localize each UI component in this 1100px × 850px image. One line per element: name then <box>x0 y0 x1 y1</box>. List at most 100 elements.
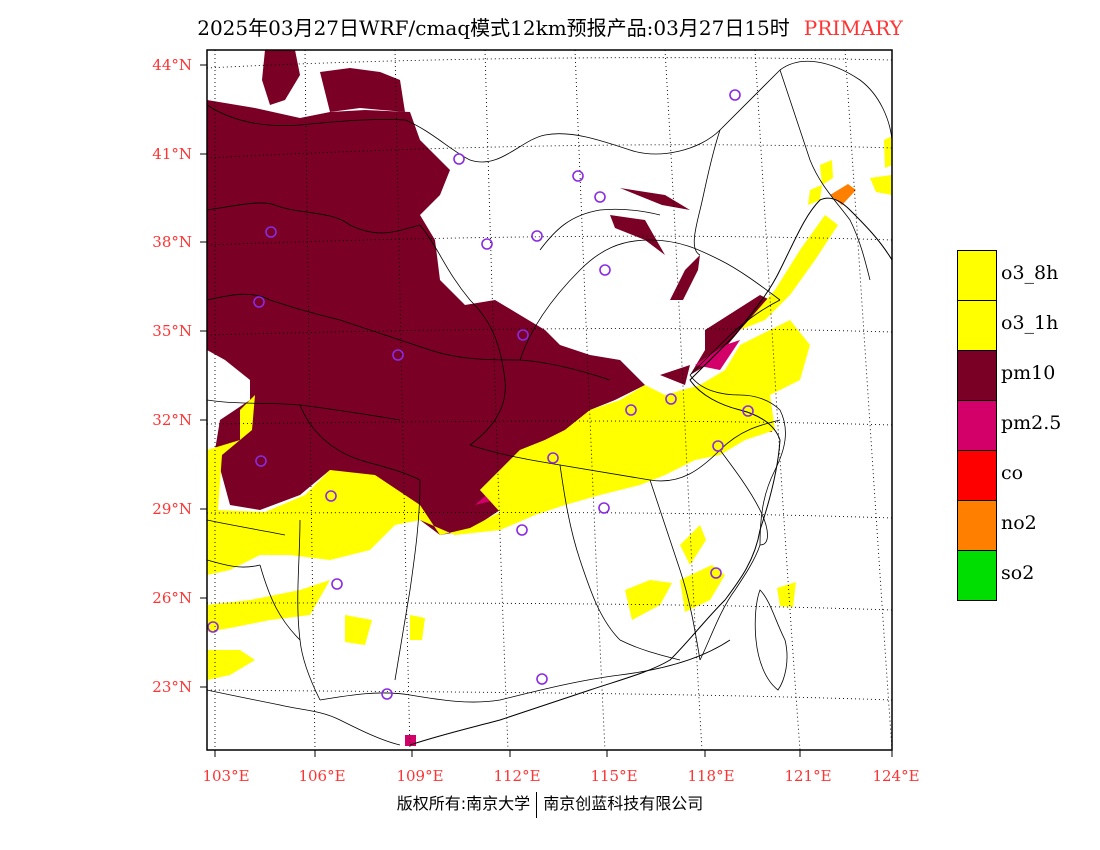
pm25-region <box>405 735 416 746</box>
legend-label: co <box>1001 462 1024 484</box>
map-content <box>207 50 892 750</box>
station-marker <box>598 502 610 514</box>
graticule <box>207 50 892 750</box>
station-marker <box>453 153 465 165</box>
lat-label: 32°N <box>152 411 192 429</box>
pollutant-legend: o3_8h o3_1h pm10 pm2.5 co no2 so2 <box>957 250 1097 601</box>
station-marker <box>742 405 754 417</box>
latitude-labels: 44°N 41°N 38°N 35°N 32°N 29°N 26°N 23°N <box>152 56 192 696</box>
legend-item: co <box>957 450 1097 501</box>
station-marker <box>517 329 529 341</box>
copyright-footer: 版权所有:南京大学 南京创蓝科技有限公司 <box>0 790 1100 818</box>
province-boundaries <box>207 60 892 746</box>
o3-region <box>870 175 892 195</box>
o3-region <box>740 215 838 330</box>
copyright-left: 版权所有:南京大学 <box>396 794 531 813</box>
pm25-region <box>695 340 740 370</box>
legend-swatch <box>957 250 997 301</box>
station-marker <box>255 455 267 467</box>
legend-label: o3_8h <box>1001 262 1059 284</box>
legend-item: so2 <box>957 550 1097 601</box>
station-marker <box>531 230 543 242</box>
station-marker <box>392 349 404 361</box>
legend-item: pm10 <box>957 350 1097 401</box>
o3-region <box>207 320 810 575</box>
footer-separator <box>536 791 538 818</box>
station-marker <box>381 688 393 700</box>
lon-label: 109°E <box>396 767 443 785</box>
o3-region <box>777 582 796 607</box>
tick-marks <box>200 64 893 757</box>
legend-label: so2 <box>1001 562 1035 584</box>
station-marker <box>207 621 219 633</box>
coastline <box>409 197 892 746</box>
lat-label: 41°N <box>152 145 192 163</box>
station-marker <box>572 170 584 182</box>
o3-region <box>207 580 330 632</box>
o3-region <box>345 615 372 645</box>
lon-label: 115°E <box>590 767 637 785</box>
o3-region <box>680 525 706 565</box>
lat-label: 44°N <box>152 56 192 74</box>
map-title: 2025年03月27日WRF/cmaq模式12km预报产品:03月27日15时 P… <box>0 12 1100 41</box>
lon-label: 103°E <box>202 767 249 785</box>
lon-label: 118°E <box>687 767 734 785</box>
legend-swatch <box>957 400 997 451</box>
title-primary: PRIMARY <box>803 16 903 40</box>
map-frame <box>206 49 893 751</box>
o3-region <box>625 580 672 620</box>
pm10-region <box>610 215 665 255</box>
lat-label: 23°N <box>152 678 192 696</box>
lon-label: 112°E <box>493 767 540 785</box>
lon-label: 121°E <box>784 767 831 785</box>
monitoring-stations <box>207 89 754 700</box>
lon-label: 106°E <box>298 767 345 785</box>
station-marker <box>625 404 637 416</box>
lat-label: 35°N <box>152 322 192 340</box>
legend-swatch <box>957 550 997 601</box>
station-marker <box>729 89 741 101</box>
no2-region <box>830 184 856 205</box>
pm10-region <box>620 188 690 210</box>
station-marker <box>325 490 337 502</box>
station-marker <box>599 264 611 276</box>
o3-region <box>808 185 822 205</box>
o3-region <box>884 136 892 168</box>
legend-item: no2 <box>957 500 1097 551</box>
station-marker <box>481 238 493 250</box>
lat-label: 29°N <box>152 500 192 518</box>
station-marker <box>516 524 528 536</box>
station-marker <box>665 393 677 405</box>
station-marker <box>331 578 343 590</box>
o3-region <box>207 650 255 680</box>
title-main: 2025年03月27日WRF/cmaq模式12km预报产品:03月27日15时 <box>197 16 790 40</box>
legend-label: pm10 <box>1001 362 1056 384</box>
station-marker <box>712 440 724 452</box>
lat-label: 38°N <box>152 233 192 251</box>
station-marker <box>594 191 606 203</box>
legend-label: o3_1h <box>1001 312 1059 334</box>
legend-swatch <box>957 300 997 351</box>
station-marker <box>536 673 548 685</box>
legend-swatch <box>957 500 997 551</box>
pm10-region <box>320 68 405 112</box>
longitude-labels: 103°E 106°E 109°E 112°E 115°E 118°E 121°… <box>202 767 919 785</box>
o3-region <box>820 160 833 185</box>
legend-item: o3_8h <box>957 250 1097 301</box>
pm10-region <box>207 100 645 535</box>
station-marker <box>265 226 277 238</box>
pm10-region <box>670 255 700 300</box>
legend-swatch <box>957 450 997 501</box>
legend-item: pm2.5 <box>957 400 1097 451</box>
o3-region <box>410 615 425 640</box>
copyright-right: 南京创蓝科技有限公司 <box>543 794 704 813</box>
legend-swatch <box>957 350 997 401</box>
legend-label: pm2.5 <box>1001 412 1062 434</box>
legend-label: no2 <box>1001 512 1037 534</box>
station-marker <box>547 452 559 464</box>
legend-item: o3_1h <box>957 300 1097 351</box>
station-marker <box>710 567 722 579</box>
station-marker <box>253 296 265 308</box>
lon-label: 124°E <box>872 767 919 785</box>
